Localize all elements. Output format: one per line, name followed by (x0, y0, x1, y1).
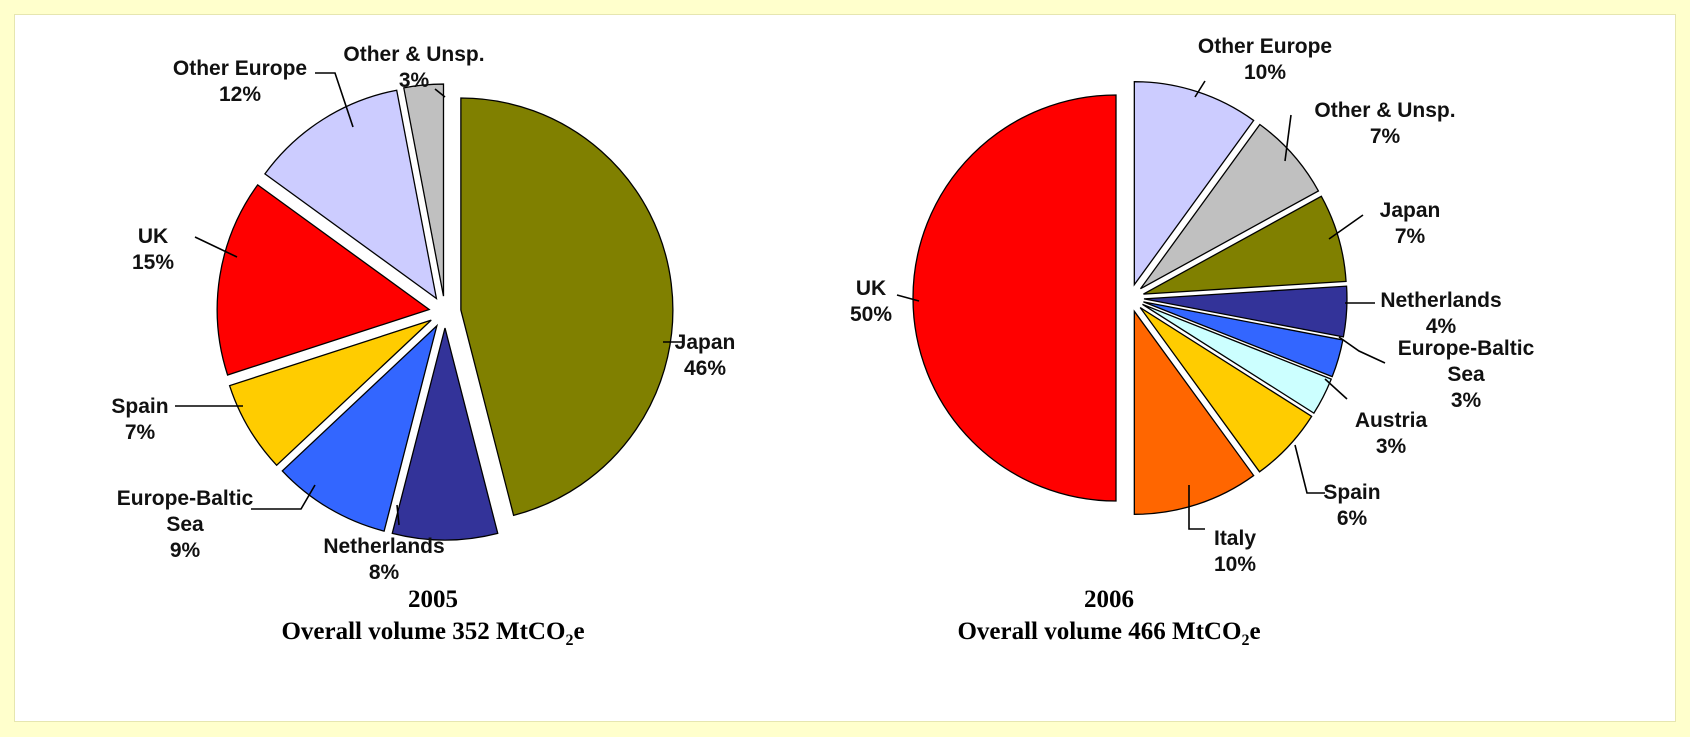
chart-panel: Japan 46% Netherlands 8% Europe-Baltic Sea 9% S… (14, 14, 1676, 722)
pie-slice-netherlands-2005 (391, 327, 499, 541)
slice-label-europe-baltic-sea-2006: Europe-Baltic Sea 3% (1398, 337, 1535, 412)
slice-label-uk-2006: UK 50% (850, 277, 892, 326)
pie-slice-spain-2005 (228, 319, 432, 467)
pie-slice-uk-2006 (912, 94, 1117, 502)
slice-label-netherlands-2005: Netherlands 8% (323, 535, 444, 584)
chart-year-2005: 2005 (408, 586, 458, 613)
slice-label-italy-2006: Italy 10% (1214, 527, 1256, 576)
leader-line-other-and-unsp-2005 (434, 88, 446, 98)
chart-title-2005: Overall volume 352 MtCO2e (281, 618, 584, 649)
pie-chart-2006: Other Europe 10% Other & Unsp. 7% Japan 7% Net… (850, 35, 1535, 649)
slice-label-austria-2006: Austria 3% (1355, 409, 1428, 458)
pie-slice-europe-baltic-sea-2005 (281, 323, 439, 532)
leader-line-other-europe-2006 (1194, 80, 1206, 98)
slice-label-netherlands-2006: Netherlands 4% (1380, 289, 1501, 338)
leader-line-europe-baltic-sea-2005 (251, 484, 316, 510)
leader-line-europe-baltic-sea-2006 (1338, 336, 1386, 364)
pie-slice-japan-2005 (460, 97, 674, 517)
slice-label-japan-2005: Japan 46% (675, 331, 736, 380)
pie-chart-2005: Japan 46% Netherlands 8% Europe-Baltic Sea 9% S… (111, 43, 735, 649)
slice-label-other-europe-2005: Other Europe 12% (173, 57, 307, 106)
slice-label-europe-baltic-sea-2005: Europe-Baltic Sea 9% (117, 487, 254, 562)
slice-label-spain-2006: Spain 6% (1323, 481, 1380, 530)
leader-line-italy-2006 (1188, 485, 1205, 530)
pie-slice-other-europe-2006 (1133, 81, 1255, 287)
pie-slice-italy-2006 (1133, 309, 1255, 515)
leader-line-uk-2005 (194, 236, 238, 258)
leader-line-other-europe-2005 (315, 72, 354, 128)
slice-label-japan-2006: Japan 7% (1380, 199, 1441, 248)
chart-title-2006: Overall volume 466 MtCO2e (957, 618, 1260, 649)
pie-slice-uk-2005 (216, 183, 431, 376)
pie-slice-japan-2006 (1143, 195, 1347, 295)
leader-line-japan-2006 (1328, 214, 1364, 240)
leader-line-austria-2006 (1324, 378, 1348, 400)
pie-slice-spain-2006 (1139, 307, 1313, 473)
pie-slice-other-and-unsp-2005 (403, 83, 445, 297)
slice-label-other-and-unsp-2006: Other & Unsp. 7% (1314, 99, 1455, 148)
slice-label-uk-2005: UK 15% (132, 225, 174, 274)
leader-line-spain-2006 (1294, 444, 1325, 494)
slice-label-other-europe-2006: Other Europe 10% (1198, 35, 1332, 84)
pie-charts-svg: Japan 46% Netherlands 8% Europe-Baltic Sea 9% S… (111, 35, 1535, 649)
slice-label-spain-2005: Spain 7% (111, 395, 168, 444)
leader-line-netherlands-2005 (396, 504, 400, 526)
pie-slice-other-and-unsp-2006 (1139, 123, 1320, 290)
pie-slice-austria-2006 (1142, 303, 1333, 415)
leader-line-other-and-unsp-2006 (1284, 114, 1292, 162)
chart-year-2006: 2006 (1084, 586, 1134, 613)
leader-line-uk-2006 (896, 294, 920, 302)
pie-slice-netherlands-2006 (1143, 285, 1348, 338)
slice-label-other-and-unsp-2005: Other & Unsp. 3% (343, 43, 484, 92)
pie-slice-other-europe-2005 (264, 89, 438, 300)
